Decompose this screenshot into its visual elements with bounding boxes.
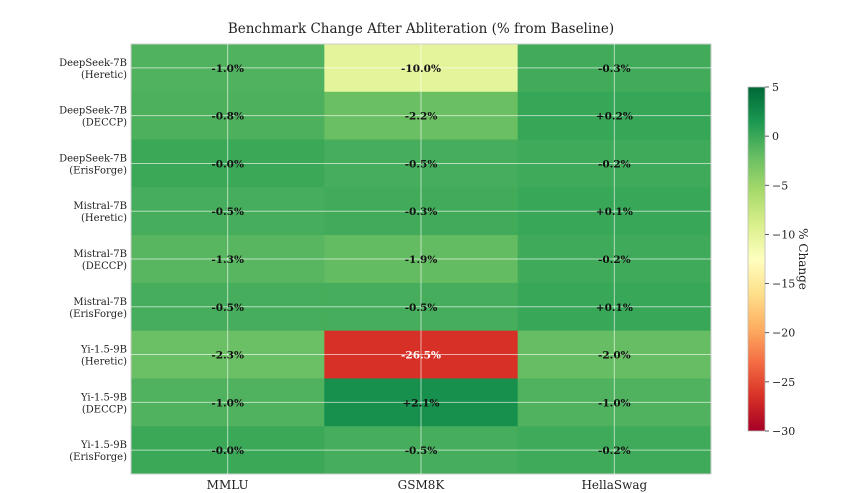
colorbar-tick-label: −20 [772, 327, 795, 340]
cell-value-label: -1.0% [211, 63, 244, 75]
row-label: Yi-1.5-9B [80, 392, 127, 403]
row-label: Mistral-7B [73, 297, 127, 308]
cell-value-label: -0.5% [405, 445, 438, 457]
cell-value-label: -1.0% [211, 397, 244, 409]
chart-title: Benchmark Change After Abliteration (% f… [228, 21, 614, 37]
colorbar-tick-label: −15 [772, 278, 795, 291]
cell-value-label: +0.1% [596, 206, 633, 218]
column-label: GSM8K [398, 478, 446, 492]
cell-value-label: -1.0% [598, 397, 631, 409]
row-label: Mistral-7B [73, 249, 127, 260]
colorbar [747, 86, 766, 432]
cell-value-label: -0.3% [598, 63, 631, 75]
row-label: (Heretic) [81, 213, 127, 224]
cell-value-label: -0.2% [598, 254, 631, 266]
row-label: Mistral-7B [73, 201, 127, 212]
colorbar-tick-label: −30 [772, 425, 795, 438]
row-label: (Heretic) [81, 70, 127, 81]
cell-value-label: -0.0% [211, 445, 244, 457]
cell-value-label: -1.3% [211, 254, 244, 266]
colorbar-label: % Change [796, 228, 810, 290]
cell-value-label: -10.0% [401, 63, 441, 75]
cell-value-label: -0.5% [211, 206, 244, 218]
row-label: (ErisForge) [69, 165, 127, 176]
cell-value-label: -0.3% [405, 206, 438, 218]
cell-value-label: -0.2% [598, 158, 631, 170]
row-label: (DECCP) [82, 261, 127, 272]
cell-value-label: +0.2% [596, 111, 633, 123]
cell-value-label: -0.5% [211, 302, 244, 314]
cell-value-label: -0.8% [211, 111, 244, 123]
cell-value-label: -26.5% [401, 350, 441, 362]
cell-value-label: +0.1% [596, 302, 633, 314]
row-label: Yi-1.5-9B [80, 440, 127, 451]
row-label: Yi-1.5-9B [80, 345, 127, 356]
row-label: (DECCP) [82, 404, 127, 415]
row-label: (ErisForge) [69, 309, 127, 320]
colorbar-tick-label: 0 [772, 130, 779, 143]
colorbar-tick-label: −10 [772, 228, 795, 241]
cell-value-label: +2.1% [402, 397, 439, 409]
cell-value-label: -2.3% [211, 350, 244, 362]
row-label: (Heretic) [81, 357, 127, 368]
colorbar-tick-label: −25 [772, 376, 795, 389]
row-label: (ErisForge) [69, 452, 127, 463]
column-label: HellaSwag [581, 478, 647, 492]
cell-value-label: -0.2% [598, 445, 631, 457]
row-label: DeepSeek-7B [59, 106, 127, 117]
cell-value-label: -0.5% [405, 158, 438, 170]
cell-value-label: -0.5% [405, 302, 438, 314]
cell-value-label: -0.0% [211, 158, 244, 170]
cell-value-label: -2.2% [405, 111, 438, 123]
cell-value-label: -2.0% [598, 350, 631, 362]
row-label: DeepSeek-7B [59, 58, 127, 69]
cell-value-label: -1.9% [405, 254, 438, 266]
row-label: DeepSeek-7B [59, 153, 127, 164]
colorbar-tick-label: −5 [772, 179, 788, 192]
column-label: MMLU [207, 478, 249, 492]
row-label: (DECCP) [82, 118, 127, 129]
colorbar-tick-label: 5 [772, 81, 779, 94]
